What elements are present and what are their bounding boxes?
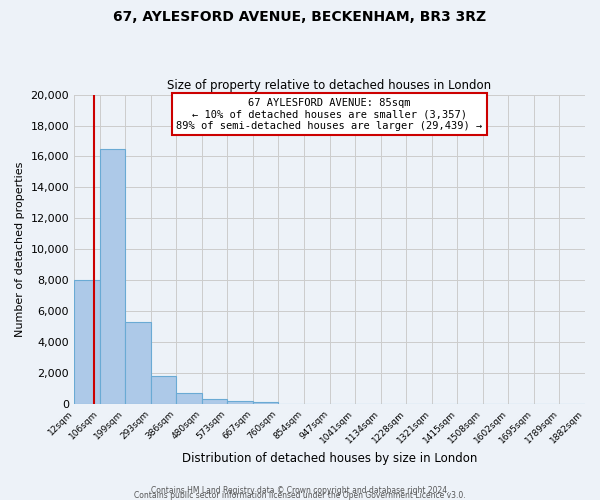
Bar: [151, 376, 176, 404]
Text: 67, AYLESFORD AVENUE, BECKENHAM, BR3 3RZ: 67, AYLESFORD AVENUE, BECKENHAM, BR3 3RZ: [113, 10, 487, 24]
Y-axis label: Number of detached properties: Number of detached properties: [15, 162, 25, 337]
Text: Contains public sector information licensed under the Open Government Licence v3: Contains public sector information licen…: [134, 491, 466, 500]
Bar: [227, 401, 253, 404]
Bar: [100, 148, 125, 404]
Bar: [253, 402, 278, 404]
Bar: [125, 322, 151, 404]
X-axis label: Distribution of detached houses by size in London: Distribution of detached houses by size …: [182, 452, 477, 465]
Title: Size of property relative to detached houses in London: Size of property relative to detached ho…: [167, 79, 491, 92]
Text: 67 AYLESFORD AVENUE: 85sqm
← 10% of detached houses are smaller (3,357)
89% of s: 67 AYLESFORD AVENUE: 85sqm ← 10% of deta…: [176, 98, 482, 131]
Bar: [74, 280, 100, 404]
Bar: [176, 393, 202, 404]
Text: Contains HM Land Registry data © Crown copyright and database right 2024.: Contains HM Land Registry data © Crown c…: [151, 486, 449, 495]
Bar: [202, 400, 227, 404]
